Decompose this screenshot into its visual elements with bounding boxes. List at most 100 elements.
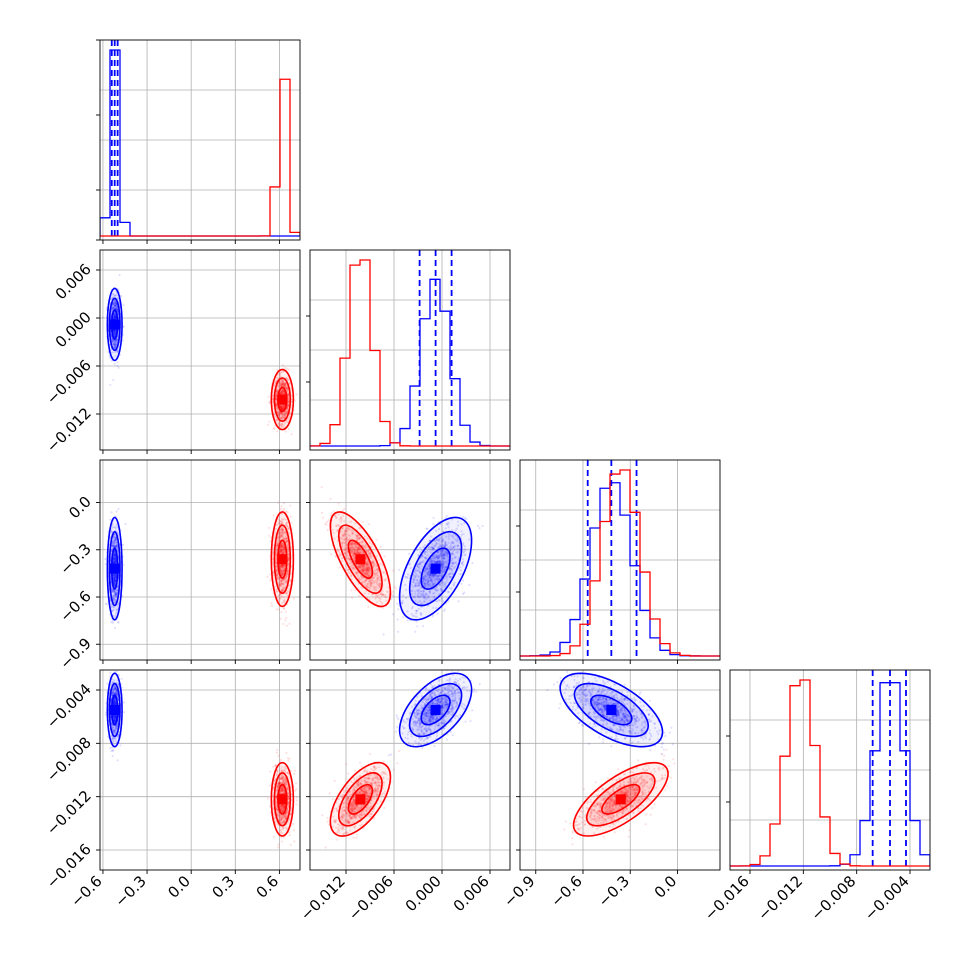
scatter-point xyxy=(277,538,280,541)
scatter-point xyxy=(280,424,283,427)
scatter-point xyxy=(286,541,289,544)
scatter-point xyxy=(287,563,290,566)
scatter-point xyxy=(279,593,282,597)
scatter-point xyxy=(116,310,119,313)
scatter-point xyxy=(283,551,286,554)
scatter-point xyxy=(280,534,283,538)
scatter-point xyxy=(281,570,284,573)
scatter-point xyxy=(279,391,282,394)
scatter-point xyxy=(422,580,425,583)
scatter-point xyxy=(281,528,284,531)
scatter-point xyxy=(281,565,284,569)
scatter-point xyxy=(280,582,283,585)
scatter-point xyxy=(282,416,285,419)
scatter-point xyxy=(281,389,285,392)
scatter-point xyxy=(281,407,284,410)
scatter-point xyxy=(287,393,290,396)
scatter-point xyxy=(286,404,290,407)
scatter-point xyxy=(452,583,455,586)
scatter-point xyxy=(275,418,278,421)
scatter-point xyxy=(431,559,434,563)
scatter-point xyxy=(282,586,285,589)
y-tick-label: 0.0 xyxy=(65,493,95,523)
scatter-point xyxy=(112,559,115,562)
scatter-point xyxy=(284,518,287,522)
scatter-point xyxy=(289,515,292,518)
scatter-point xyxy=(104,557,107,561)
scatter-point xyxy=(283,564,286,568)
scatter-point xyxy=(426,554,429,557)
scatter-point xyxy=(278,421,281,424)
scatter-point xyxy=(115,609,118,613)
scatter-point xyxy=(276,406,279,410)
scatter-point xyxy=(287,403,290,406)
scatter-point xyxy=(283,385,286,388)
scatter-point xyxy=(280,416,283,419)
scatter-point xyxy=(379,545,382,548)
scatter-point xyxy=(279,392,283,395)
scatter-point xyxy=(281,573,284,576)
scatter-point xyxy=(281,566,284,569)
scatter-point xyxy=(115,573,118,576)
scatter-point xyxy=(105,603,108,606)
scatter-point xyxy=(112,328,115,332)
scatter-point xyxy=(275,551,278,555)
scatter-point xyxy=(113,343,116,346)
scatter-point xyxy=(273,427,276,430)
scatter-point xyxy=(114,574,117,578)
scatter-point xyxy=(281,389,284,393)
scatter-point xyxy=(116,605,119,608)
scatter-point xyxy=(280,378,283,381)
scatter-point xyxy=(423,556,427,559)
scatter-point xyxy=(422,579,425,582)
scatter-point xyxy=(116,309,119,312)
scatter-point xyxy=(284,383,287,386)
scatter-point xyxy=(113,559,116,562)
scatter-point xyxy=(285,537,288,540)
scatter-point xyxy=(275,396,278,399)
scatter-point xyxy=(112,561,115,564)
scatter-point xyxy=(280,564,283,567)
scatter-point xyxy=(275,404,278,407)
scatter-point xyxy=(283,412,286,415)
scatter-point xyxy=(275,392,278,395)
scatter-point xyxy=(277,518,280,522)
scatter-point xyxy=(284,577,287,580)
scatter-point xyxy=(282,537,285,541)
scatter-point xyxy=(281,587,284,591)
scatter-point xyxy=(113,574,116,577)
scatter-point xyxy=(283,412,286,415)
scatter-point xyxy=(280,565,283,568)
scatter-point xyxy=(113,333,117,336)
scatter-point xyxy=(288,532,291,535)
scatter-point xyxy=(281,413,284,416)
scatter-point xyxy=(274,552,278,555)
scatter-point xyxy=(114,592,117,595)
scatter-point xyxy=(396,602,399,605)
scatter-point xyxy=(116,297,119,300)
scatter-point xyxy=(450,547,453,550)
scatter-point xyxy=(275,554,278,557)
scatter-point xyxy=(285,510,288,513)
scatter-point xyxy=(117,297,120,300)
scatter-point xyxy=(283,382,286,385)
scatter-point xyxy=(278,539,281,543)
scatter-point xyxy=(278,425,281,428)
scatter-point xyxy=(275,559,278,562)
scatter-point xyxy=(419,551,422,554)
scatter-point xyxy=(275,393,278,396)
scatter-point xyxy=(274,556,277,559)
scatter-point xyxy=(286,589,289,592)
scatter-point xyxy=(289,579,292,582)
scatter-point xyxy=(279,407,283,410)
scatter-point xyxy=(279,520,282,523)
scatter-point xyxy=(278,565,281,569)
scatter-point xyxy=(285,537,288,540)
scatter-point xyxy=(114,560,117,564)
scatter-point xyxy=(275,419,278,422)
scatter-point xyxy=(277,577,280,580)
scatter-point xyxy=(283,546,286,549)
scatter-point xyxy=(287,368,291,371)
contour-series-0 xyxy=(398,516,473,621)
scatter-point xyxy=(112,328,115,332)
